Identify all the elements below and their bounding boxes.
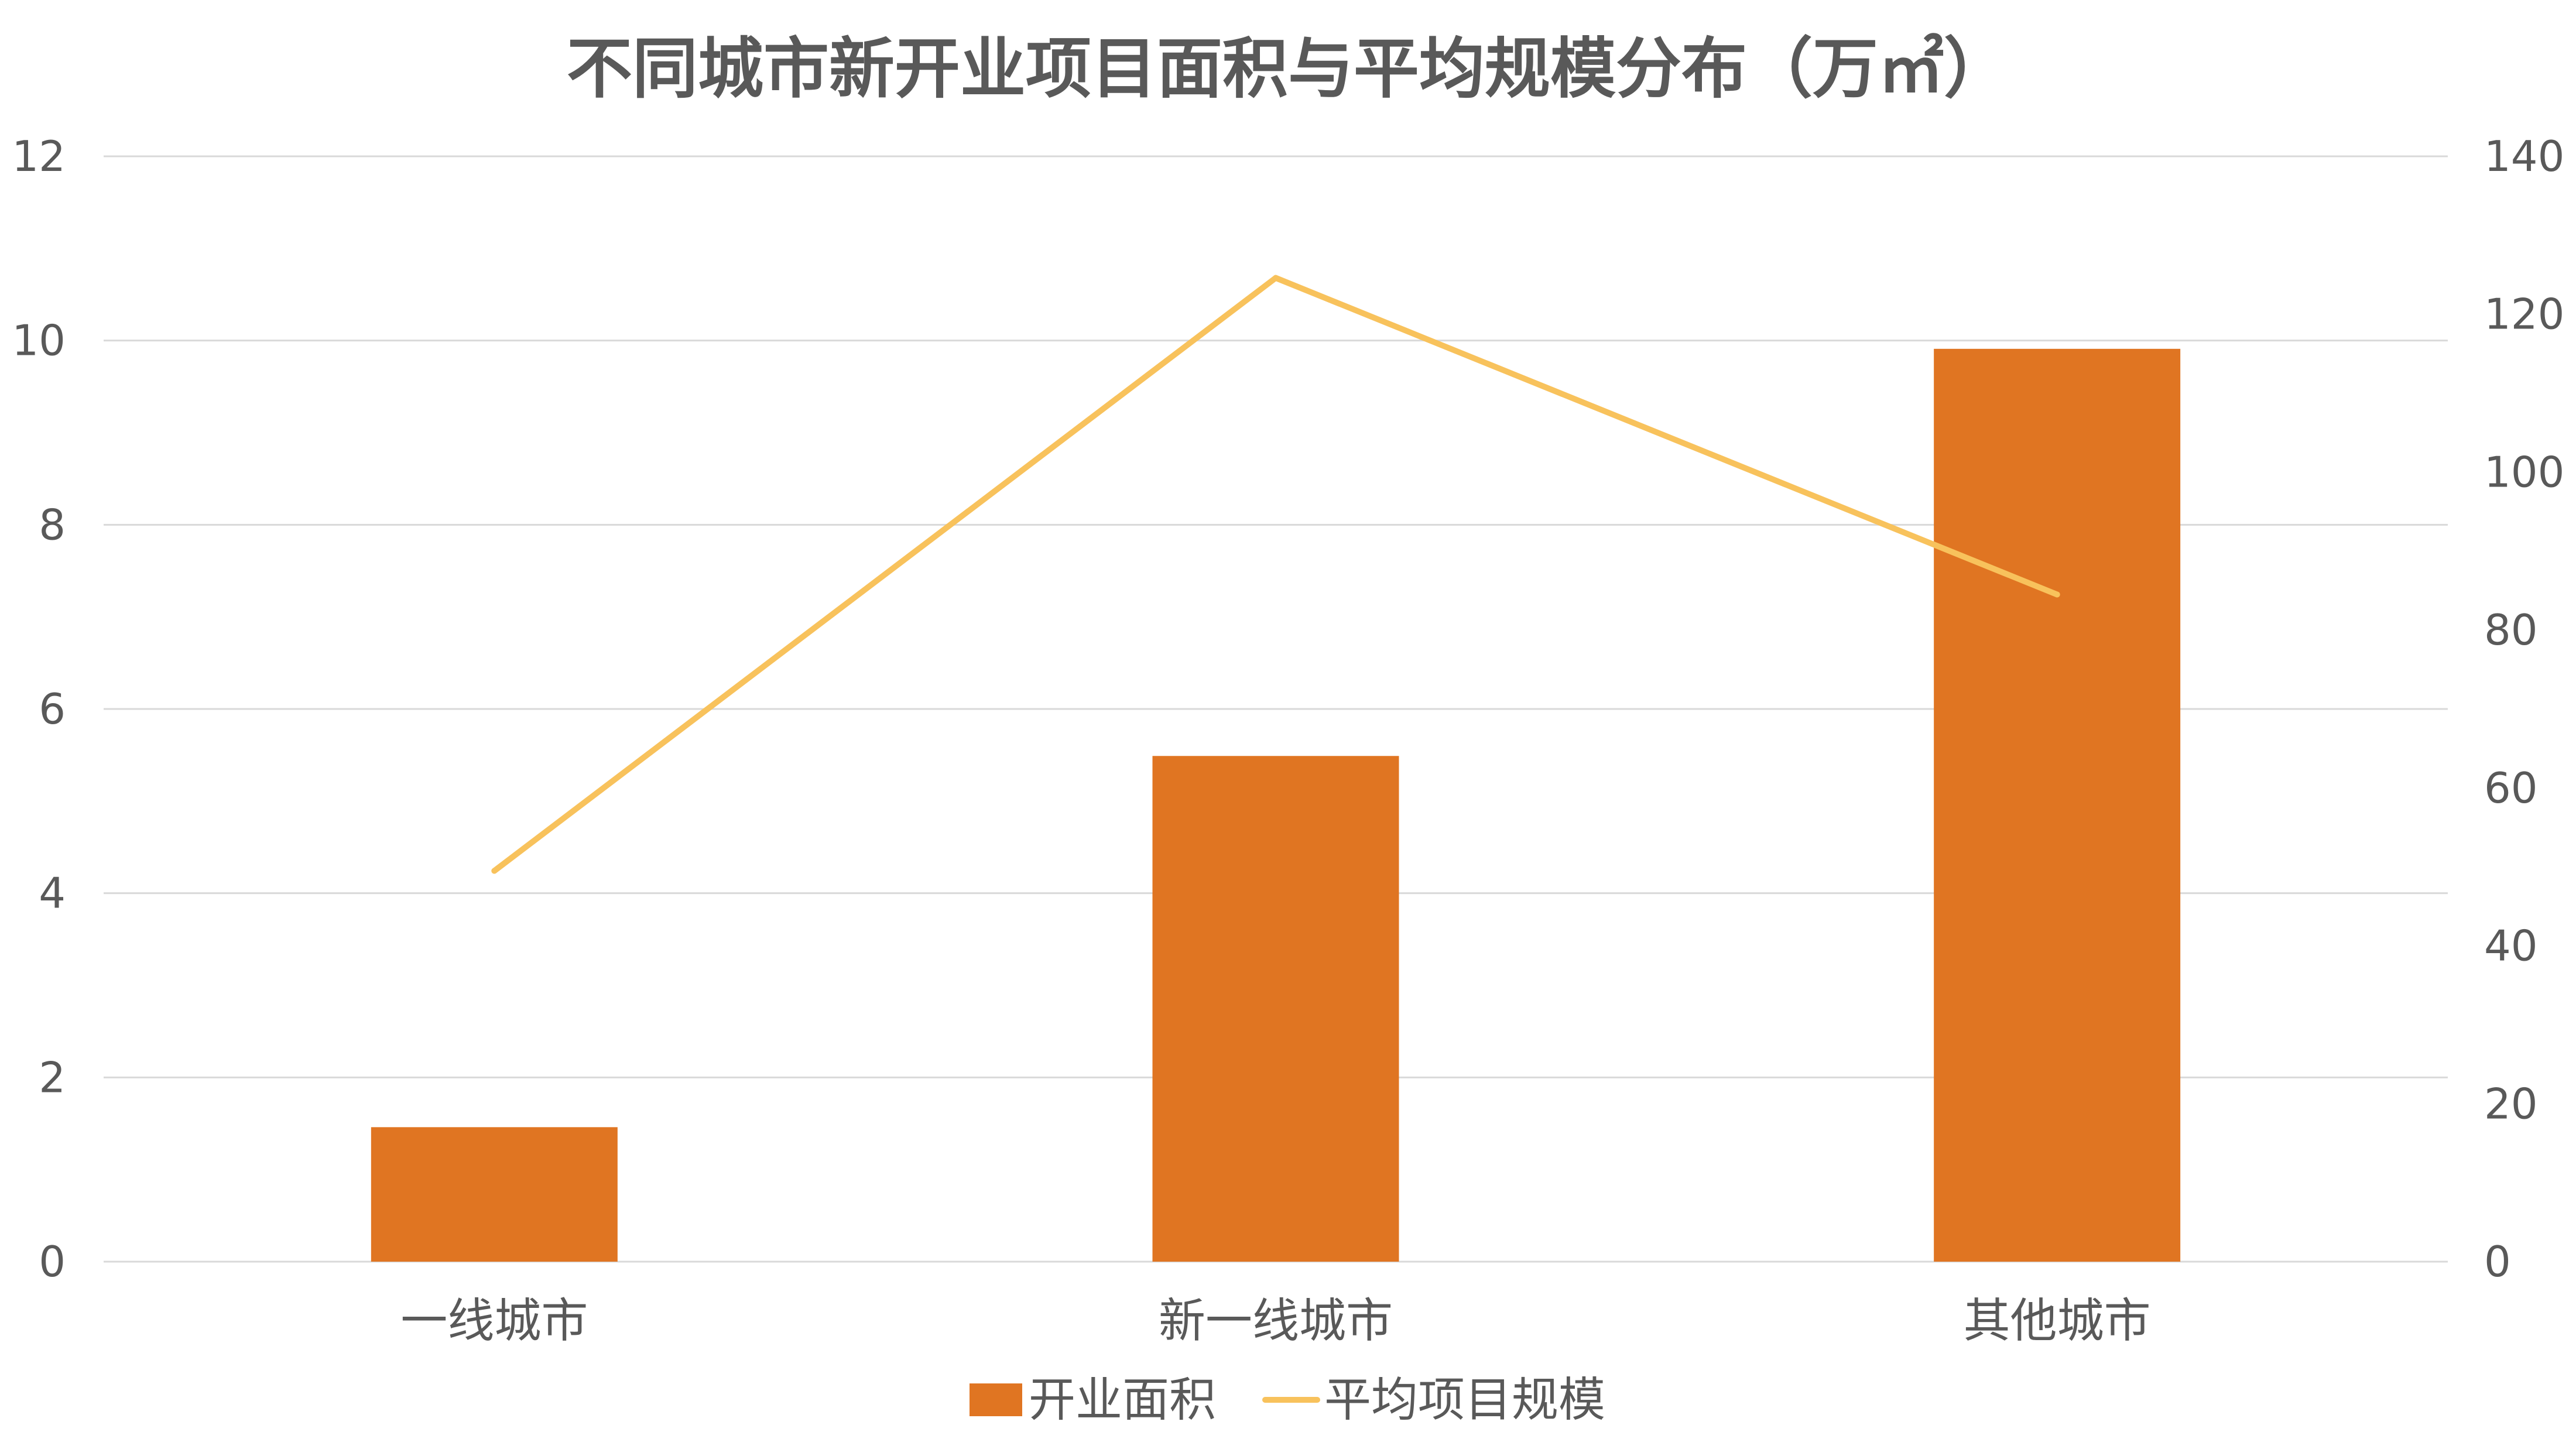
right-y-tick-label: 80 (2484, 605, 2538, 655)
left-y-tick-label: 10 (12, 316, 66, 365)
line-point-3 (2054, 591, 2060, 598)
left-y-tick-label: 6 (39, 684, 66, 734)
legend-line-label: 平均项目规模 (1324, 1373, 1605, 1427)
x-category-label: 新一线城市 (1159, 1294, 1393, 1348)
right-y-tick-label: 140 (2484, 132, 2564, 181)
left-y-tick-label: 2 (39, 1053, 66, 1102)
legend-bar-label: 开业面积 (1029, 1373, 1216, 1427)
line-point-2 (1273, 275, 1279, 281)
right-y-axis: 0 20 40 60 80 100 120 140 (2484, 132, 2564, 1286)
left-y-axis: 0 2 4 6 8 10 12 (12, 132, 66, 1286)
right-y-tick-label: 20 (2484, 1079, 2538, 1128)
x-category-label: 一线城市 (400, 1294, 588, 1348)
x-axis: 一线城市 新一线城市 其他城市 (400, 1294, 2150, 1348)
left-y-tick-label: 0 (39, 1237, 66, 1286)
line-series (491, 275, 2060, 874)
legend: 开业面积 平均项目规模 (970, 1373, 1605, 1427)
bar-series (371, 348, 2181, 1262)
left-y-tick-label: 4 (39, 869, 66, 918)
bar-2 (1152, 756, 1399, 1262)
x-category-label: 其他城市 (1964, 1294, 2151, 1348)
bar-3 (1934, 348, 2181, 1262)
right-y-tick-label: 40 (2484, 922, 2538, 971)
right-y-tick-label: 100 (2484, 447, 2564, 496)
left-y-tick-label: 12 (12, 132, 66, 181)
line-point-1 (491, 868, 498, 874)
right-y-tick-label: 60 (2484, 763, 2538, 813)
bar-1 (371, 1127, 618, 1262)
chart-title: 不同城市新开业项目面积与平均规模分布（万㎡） (567, 31, 2009, 107)
legend-bar-swatch (970, 1383, 1022, 1416)
right-y-tick-label: 0 (2484, 1237, 2511, 1286)
right-y-tick-label: 120 (2484, 290, 2564, 339)
left-y-tick-label: 8 (39, 500, 66, 549)
